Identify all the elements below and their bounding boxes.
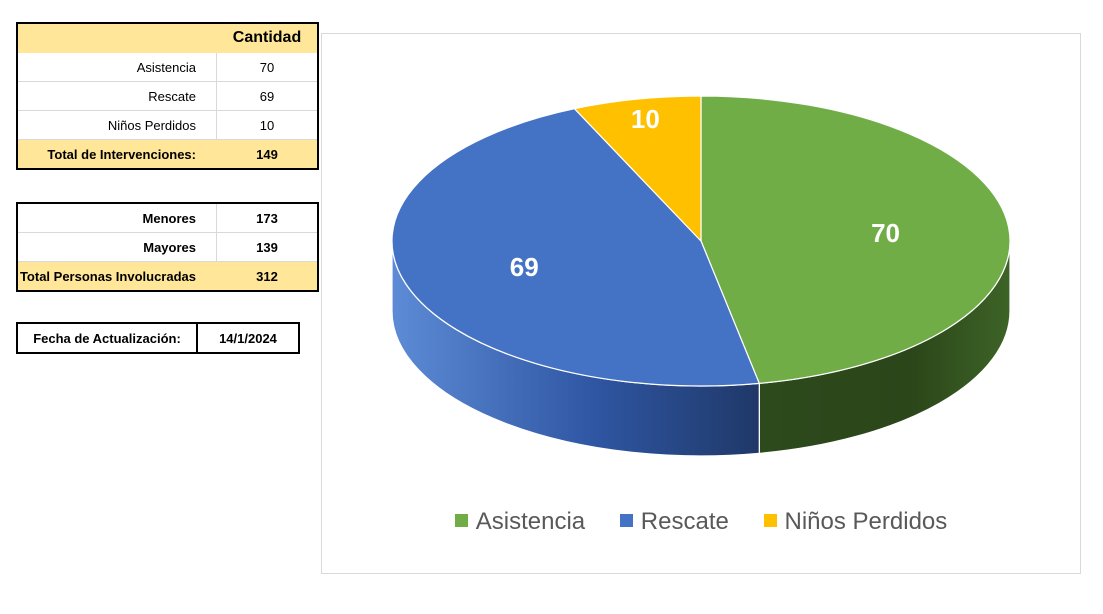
pie-chart[interactable]: 70 69 10 Asistencia Rescate Niños Perdidos bbox=[321, 33, 1081, 574]
table-row: Mayores 139 bbox=[16, 232, 319, 262]
legend-item-ninos-perdidos[interactable]: Niños Perdidos bbox=[763, 508, 948, 536]
table-row: Niños Perdidos 10 bbox=[16, 110, 319, 140]
legend-item-asistencia[interactable]: Asistencia bbox=[454, 508, 586, 536]
total-value[interactable]: 149 bbox=[216, 139, 319, 170]
legend-label: Niños Perdidos bbox=[784, 508, 948, 535]
table-row: Asistencia 70 bbox=[16, 52, 319, 82]
data-label-ninos-perdidos: 10 bbox=[631, 104, 660, 134]
row-label[interactable]: Menores bbox=[16, 202, 217, 233]
pie-slice-ninos-perdidos[interactable] bbox=[573, 95, 702, 243]
row-value[interactable]: 173 bbox=[216, 202, 319, 233]
header-empty-cell[interactable] bbox=[16, 22, 217, 53]
data-label-rescate: 69 bbox=[510, 252, 539, 282]
total-label[interactable]: Total de Intervenciones: bbox=[16, 139, 217, 170]
people-table: Menores 173 Mayores 139 Total Personas I… bbox=[16, 202, 319, 292]
update-label[interactable]: Fecha de Actualización: bbox=[33, 330, 181, 346]
row-label[interactable]: Mayores bbox=[16, 232, 217, 262]
row-value[interactable]: 10 bbox=[216, 110, 319, 140]
total-value[interactable]: 312 bbox=[216, 261, 319, 292]
legend-swatch bbox=[454, 514, 468, 527]
pie-chart-plot: 70 69 10 bbox=[391, 95, 1011, 457]
interventions-table: Cantidad Asistencia 70 Rescate 69 Niños … bbox=[16, 22, 319, 170]
total-row: Total de Intervenciones: 149 bbox=[16, 139, 319, 170]
update-date-table: Fecha de Actualización: 14/1/2024 bbox=[16, 322, 300, 354]
row-value[interactable]: 139 bbox=[216, 232, 319, 262]
row-value[interactable]: 70 bbox=[216, 52, 319, 82]
legend-item-rescate[interactable]: Rescate bbox=[619, 508, 729, 536]
data-label-asistencia: 70 bbox=[871, 218, 900, 248]
table-row: Menores 173 bbox=[16, 202, 319, 233]
legend-swatch bbox=[763, 514, 777, 527]
header-cantidad[interactable]: Cantidad bbox=[216, 22, 319, 53]
update-date[interactable]: 14/1/2024 bbox=[196, 323, 299, 353]
total-row: Total Personas Involucradas 312 bbox=[16, 261, 319, 292]
total-label[interactable]: Total Personas Involucradas bbox=[16, 261, 217, 292]
row-label[interactable]: Rescate bbox=[16, 81, 217, 111]
legend-swatch bbox=[619, 514, 633, 527]
row-label[interactable]: Asistencia bbox=[16, 52, 217, 82]
pie-data-labels: 70 69 10 bbox=[510, 104, 900, 282]
table-header-row: Cantidad bbox=[16, 22, 319, 53]
legend-label: Asistencia bbox=[475, 508, 586, 535]
pie-slice-asistencia[interactable] bbox=[700, 95, 1011, 385]
legend-label: Rescate bbox=[640, 508, 729, 535]
row-value[interactable]: 69 bbox=[216, 81, 319, 111]
legend: Asistencia Rescate Niños Perdidos bbox=[322, 508, 1080, 536]
pie-slice-rescate[interactable] bbox=[391, 108, 761, 387]
row-label[interactable]: Niños Perdidos bbox=[16, 110, 217, 140]
table-row: Fecha de Actualización: 14/1/2024 bbox=[17, 323, 299, 353]
table-row: Rescate 69 bbox=[16, 81, 319, 111]
pie-slices bbox=[391, 95, 1011, 387]
